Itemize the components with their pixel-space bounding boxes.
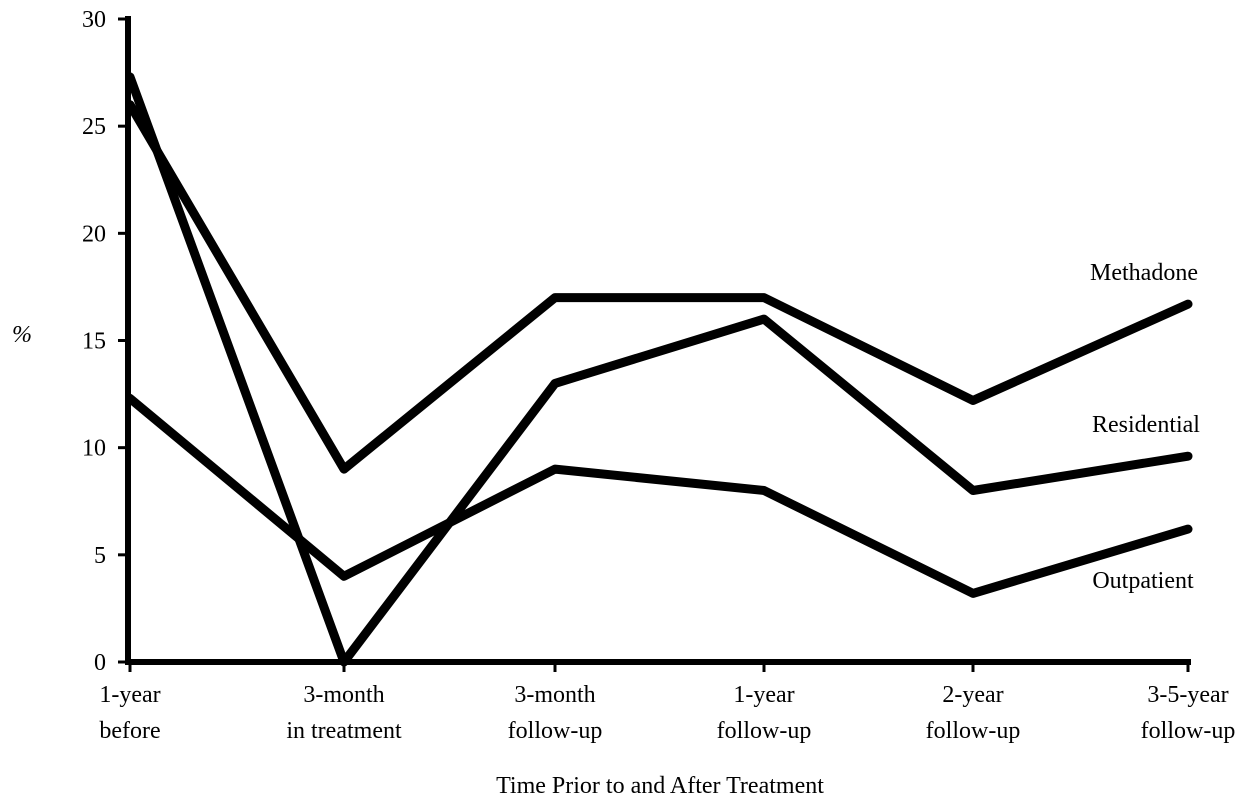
x-tick-label-4: 2-year follow-up: [926, 682, 1021, 744]
x-tick-label-0: 1-year before: [99, 682, 160, 744]
series-label-methadone: Methadone: [1090, 260, 1198, 286]
y-tick-label-10: 10: [82, 436, 106, 462]
y-tick-label-0: 0: [94, 650, 106, 676]
y-tick-label-15: 15: [82, 329, 106, 355]
series-label-residential: Residential: [1092, 412, 1200, 438]
y-tick-label-25: 25: [82, 114, 106, 140]
x-tick-label-3: 1-year follow-up: [717, 682, 812, 744]
series-line-methadone: [125, 100, 1193, 474]
x-tick-label-2: 3-month follow-up: [508, 682, 603, 744]
y-ticks: 0 5 10 15 20 25 30: [82, 7, 128, 676]
x-ticks: 1-year before 3-month in treatment 3-month fo…: [99, 662, 1235, 744]
x-tick-label-5: 3-5-year follow-up: [1141, 682, 1236, 744]
series-line-outpatient: [125, 393, 1193, 598]
series-line-residential: [125, 72, 1193, 667]
x-axis-title: Time Prior to and After Treatment: [496, 773, 824, 799]
y-tick-label-30: 30: [82, 7, 106, 33]
x-tick-label-1: 3-month in treatment: [286, 682, 402, 744]
y-tick-label-20: 20: [82, 221, 106, 247]
y-tick-label-5: 5: [94, 543, 106, 569]
series-labels: Methadone Residential Outpatient: [1090, 260, 1200, 594]
y-axis-title: %: [12, 322, 32, 348]
series-label-outpatient: Outpatient: [1092, 568, 1194, 594]
series-lines: [125, 72, 1193, 667]
